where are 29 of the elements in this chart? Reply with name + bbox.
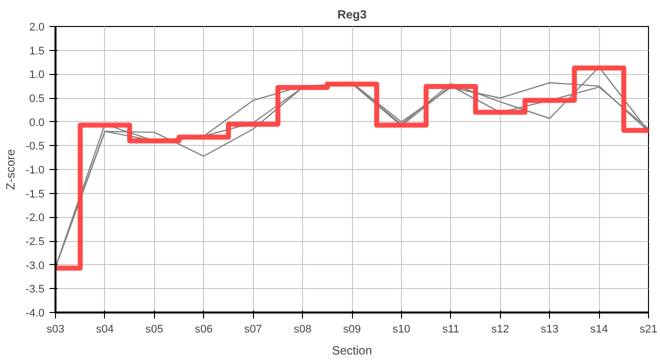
x-axis-title: Section	[332, 344, 372, 358]
y-tick-label: 0.0	[29, 116, 45, 129]
x-tick-label: s03	[46, 324, 64, 336]
x-tick-label: s05	[145, 324, 164, 336]
y-tick-label: 1.5	[29, 45, 45, 58]
y-axis-title: Z-score	[4, 148, 18, 190]
y-tick-label: -3.0	[26, 260, 45, 272]
y-tick-label: -2.5	[26, 236, 45, 248]
y-tick-label: -4.0	[26, 308, 45, 320]
x-tick-label: s14	[590, 324, 608, 336]
x-tick-label: s07	[244, 324, 262, 336]
y-tick-label: -2.0	[26, 212, 45, 224]
y-tick-label: 2.0	[29, 22, 45, 34]
x-tick-label: s08	[294, 324, 312, 336]
x-tick-label: s10	[392, 324, 410, 336]
y-tick-label: -1.5	[26, 188, 45, 200]
x-tick-label: s21	[640, 324, 658, 336]
y-tick-label: -3.5	[26, 284, 45, 296]
x-tick-label: s09	[343, 324, 361, 336]
y-tick-label: 0.5	[29, 93, 45, 105]
chart-title: Reg3	[337, 8, 367, 22]
x-tick-label: s12	[491, 324, 510, 336]
y-tick-label: -1.0	[26, 164, 45, 176]
x-tick-label: s11	[442, 324, 460, 336]
y-tick-label: -0.5	[26, 140, 45, 153]
y-tick-label: 1.0	[29, 69, 45, 82]
x-tick-label: s04	[96, 324, 114, 336]
x-tick-label: s13	[540, 324, 559, 336]
x-tick-label: s06	[194, 324, 213, 336]
